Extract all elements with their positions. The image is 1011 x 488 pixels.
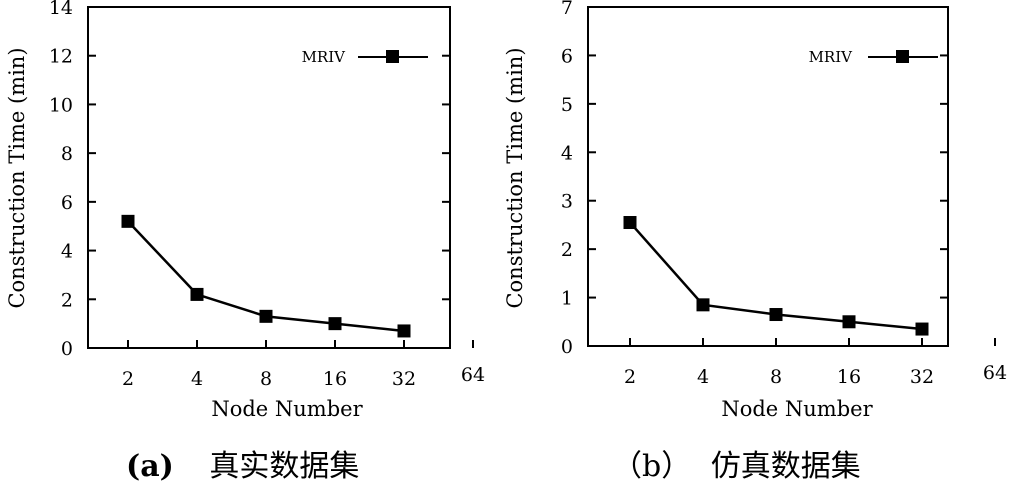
data-point-marker	[623, 216, 637, 230]
data-point-marker	[915, 322, 929, 336]
y-axis-a: 0 2 4 6 8 10 12 14	[49, 0, 450, 360]
y-tick-label: 4	[61, 241, 73, 263]
caption-b: （b） 仿真数据集	[612, 449, 861, 484]
x-tick-label: 16	[837, 366, 861, 388]
x-tick-label: 2	[122, 368, 134, 390]
y-tick-label: 0	[561, 336, 573, 358]
y-tick-label: 6	[61, 192, 73, 214]
data-point-marker	[259, 309, 273, 323]
x-axis-label-b: Node Number	[721, 397, 873, 421]
legend-marker-b	[896, 50, 909, 63]
data-point-marker	[121, 214, 135, 228]
legend-label-b: MRIV	[809, 48, 854, 66]
legend-a: MRIV	[302, 48, 428, 66]
y-tick-label: 7	[561, 0, 573, 19]
x-axis-label-a: Node Number	[211, 397, 363, 421]
plot-frame-b	[587, 6, 949, 347]
y-axis-label-a: Construction Time (min)	[5, 47, 29, 308]
x-tick-label: 4	[191, 368, 203, 390]
caption-prefix-a: (a)	[126, 449, 174, 484]
data-point-marker	[328, 317, 342, 331]
data-point-marker	[190, 287, 204, 301]
x-tick-label: 8	[770, 366, 782, 388]
chart-panel-b: 0 1 2 3 4 5 6 7 2 4 8 16 32 64 Construction Time (mi…	[503, 0, 1007, 484]
y-tick-label: 1	[561, 288, 573, 310]
x-axis-a: 2 4 8 16 32 64	[122, 340, 485, 390]
y-tick-label: 6	[561, 45, 573, 67]
caption-prefix-b: （b）	[612, 449, 691, 484]
legend-b: MRIV	[809, 48, 938, 66]
y-axis-label-b: Construction Time (min)	[503, 47, 527, 308]
legend-marker-a	[386, 50, 399, 63]
series-mriv-a	[121, 214, 411, 338]
chart-panel-a: 0 2 4 6 8 10 12 14 2 4 8 16 32 64 Construction Time …	[5, 0, 485, 484]
legend-label-a: MRIV	[302, 48, 347, 66]
caption-a: (a) 真实数据集	[126, 449, 359, 484]
y-tick-label: 0	[61, 338, 73, 360]
series-mriv-b	[623, 216, 929, 336]
y-tick-label: 2	[561, 239, 573, 261]
data-point-marker	[842, 315, 856, 329]
y-tick-label: 12	[49, 46, 73, 68]
y-tick-label: 3	[561, 191, 573, 213]
data-point-marker	[696, 298, 710, 312]
caption-text-b: 仿真数据集	[711, 449, 861, 484]
x-tick-label: 16	[323, 368, 347, 390]
data-point-marker	[769, 308, 783, 322]
y-axis-b: 0 1 2 3 4 5 6 7	[561, 0, 948, 358]
y-tick-label: 5	[561, 94, 573, 116]
caption-text-a: 真实数据集	[209, 449, 359, 484]
plot-frame-a	[87, 6, 451, 349]
x-tick-label: 8	[260, 368, 272, 390]
y-tick-label: 2	[61, 289, 73, 311]
y-tick-label: 14	[49, 0, 73, 19]
y-tick-label: 10	[49, 94, 73, 116]
x-tick-label: 64	[983, 362, 1007, 384]
x-tick-label: 32	[910, 366, 934, 388]
x-tick-label: 32	[392, 368, 416, 390]
x-tick-label: 4	[697, 366, 709, 388]
y-tick-label: 4	[561, 142, 573, 164]
y-tick-label: 8	[61, 143, 73, 165]
x-axis-b: 2 4 8 16 32 64	[624, 338, 1007, 388]
x-tick-label: 64	[461, 364, 485, 386]
data-point-marker	[397, 324, 411, 338]
x-tick-label: 2	[624, 366, 636, 388]
